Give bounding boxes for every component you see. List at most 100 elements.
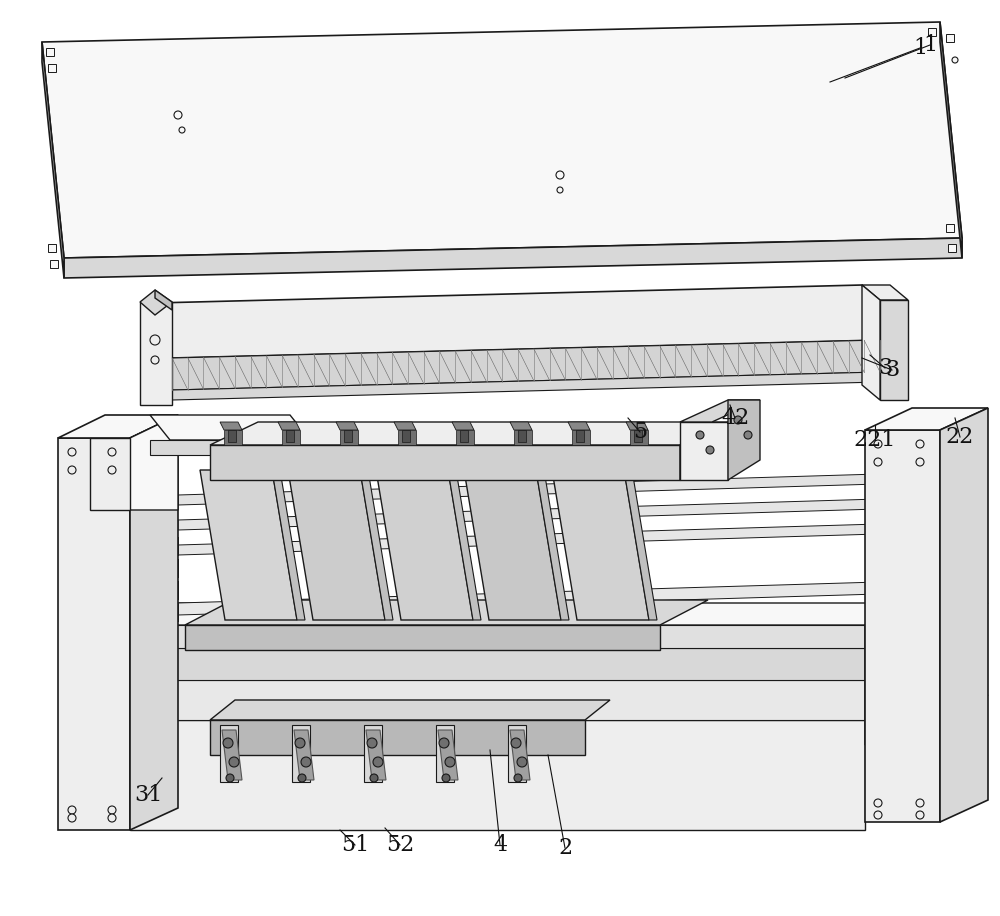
Polygon shape <box>150 415 310 440</box>
Polygon shape <box>928 28 936 36</box>
Polygon shape <box>224 430 242 445</box>
Polygon shape <box>626 422 648 430</box>
Polygon shape <box>130 680 865 720</box>
Circle shape <box>370 774 378 782</box>
Polygon shape <box>222 730 242 780</box>
Polygon shape <box>336 422 358 430</box>
Polygon shape <box>90 438 130 510</box>
Circle shape <box>68 814 76 822</box>
Polygon shape <box>464 470 561 620</box>
Polygon shape <box>366 730 386 780</box>
Polygon shape <box>140 302 172 405</box>
Text: 31: 31 <box>134 784 162 806</box>
Polygon shape <box>58 415 178 438</box>
Polygon shape <box>518 430 526 442</box>
Polygon shape <box>398 430 416 445</box>
Polygon shape <box>360 470 393 620</box>
Polygon shape <box>865 695 988 720</box>
Circle shape <box>511 738 521 748</box>
Circle shape <box>298 774 306 782</box>
Polygon shape <box>436 725 454 782</box>
Polygon shape <box>140 290 172 315</box>
Circle shape <box>151 356 159 364</box>
Text: 5: 5 <box>633 421 647 443</box>
Polygon shape <box>282 430 300 445</box>
Polygon shape <box>178 498 912 530</box>
Circle shape <box>108 466 116 474</box>
Circle shape <box>916 458 924 466</box>
Polygon shape <box>946 34 954 42</box>
Polygon shape <box>510 730 530 780</box>
Text: 1: 1 <box>923 34 937 56</box>
Circle shape <box>706 446 714 454</box>
Polygon shape <box>394 422 416 430</box>
Polygon shape <box>460 430 468 442</box>
Circle shape <box>696 431 704 439</box>
Circle shape <box>557 187 563 193</box>
Polygon shape <box>862 285 908 300</box>
Polygon shape <box>572 430 590 445</box>
Polygon shape <box>50 260 58 268</box>
Polygon shape <box>552 470 649 620</box>
Polygon shape <box>680 422 728 480</box>
Polygon shape <box>278 422 300 430</box>
Polygon shape <box>272 470 305 620</box>
Circle shape <box>952 57 958 63</box>
Circle shape <box>874 811 882 819</box>
Circle shape <box>514 774 522 782</box>
Circle shape <box>916 811 924 819</box>
Polygon shape <box>210 422 728 445</box>
Polygon shape <box>48 64 56 72</box>
Polygon shape <box>948 244 956 252</box>
Circle shape <box>442 774 450 782</box>
Polygon shape <box>178 581 912 615</box>
Polygon shape <box>680 422 728 480</box>
Circle shape <box>744 431 752 439</box>
Circle shape <box>734 416 742 424</box>
Polygon shape <box>568 422 590 430</box>
Polygon shape <box>155 285 880 358</box>
Polygon shape <box>130 603 912 625</box>
Polygon shape <box>576 430 584 442</box>
Polygon shape <box>452 422 474 430</box>
Circle shape <box>229 757 239 767</box>
Polygon shape <box>210 720 585 755</box>
Polygon shape <box>130 415 178 830</box>
Polygon shape <box>728 400 760 480</box>
Polygon shape <box>292 725 310 782</box>
Circle shape <box>916 799 924 807</box>
Polygon shape <box>178 523 912 555</box>
Text: 22: 22 <box>946 426 974 448</box>
Polygon shape <box>185 625 660 650</box>
Polygon shape <box>344 430 352 442</box>
Polygon shape <box>130 625 865 648</box>
Polygon shape <box>514 430 532 445</box>
Circle shape <box>556 171 564 179</box>
Polygon shape <box>946 224 954 232</box>
Polygon shape <box>865 603 988 625</box>
Text: 52: 52 <box>386 834 414 856</box>
Polygon shape <box>42 22 962 258</box>
Polygon shape <box>448 470 481 620</box>
Polygon shape <box>130 648 865 680</box>
Polygon shape <box>286 430 294 442</box>
Polygon shape <box>130 415 178 510</box>
Circle shape <box>367 738 377 748</box>
Polygon shape <box>862 285 880 400</box>
Circle shape <box>439 738 449 748</box>
Circle shape <box>874 799 882 807</box>
Polygon shape <box>508 725 526 782</box>
Text: 3: 3 <box>878 357 892 379</box>
Polygon shape <box>64 238 962 278</box>
Circle shape <box>108 814 116 822</box>
Polygon shape <box>220 422 242 430</box>
Text: 2: 2 <box>558 837 572 859</box>
Polygon shape <box>865 695 988 720</box>
Polygon shape <box>200 470 297 620</box>
Circle shape <box>916 440 924 448</box>
Circle shape <box>108 806 116 814</box>
Circle shape <box>295 738 305 748</box>
Circle shape <box>517 757 527 767</box>
Polygon shape <box>46 48 54 56</box>
Polygon shape <box>58 438 130 830</box>
